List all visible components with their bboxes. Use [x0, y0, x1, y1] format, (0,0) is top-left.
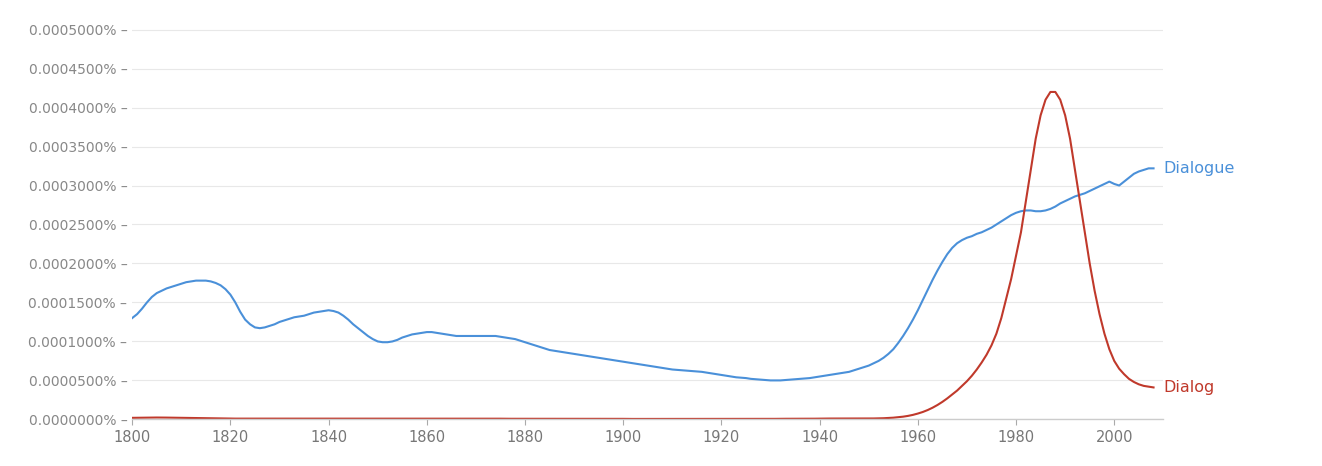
- Text: Dialog: Dialog: [1163, 380, 1215, 395]
- Text: Dialogue: Dialogue: [1163, 161, 1235, 176]
